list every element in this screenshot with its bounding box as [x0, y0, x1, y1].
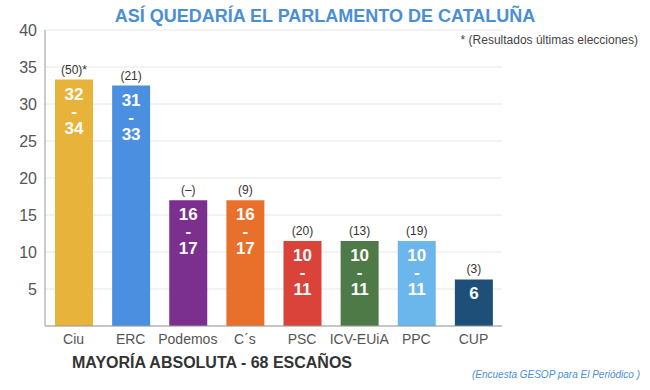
svg-text:PPC: PPC [402, 331, 431, 347]
svg-text:(3): (3) [467, 262, 482, 276]
html-text:(Encuesta GESOP para El Periód: (Encuesta GESOP para El Periódico ) [472, 369, 640, 380]
svg-text:31: 31 [121, 90, 141, 110]
svg-text:5: 5 [28, 281, 37, 298]
svg-text:(19): (19) [406, 224, 427, 238]
svg-text:10: 10 [407, 245, 427, 265]
svg-text:C´s: C´s [234, 331, 256, 347]
svg-text:40: 40 [19, 22, 37, 39]
svg-text:33: 33 [122, 125, 141, 144]
svg-text:ICV-EUiA: ICV-EUiA [330, 331, 390, 347]
svg-text:16: 16 [235, 205, 255, 225]
html-text:* (Resultados últimas eleccion: * (Resultados últimas elecciones) [460, 33, 638, 47]
svg-text:17: 17 [179, 239, 198, 258]
svg-text:ERC: ERC [116, 331, 146, 347]
svg-text:25: 25 [19, 133, 37, 150]
svg-text:11: 11 [294, 280, 312, 299]
svg-text:(50)*: (50)* [61, 63, 87, 77]
svg-text:Podemos: Podemos [158, 331, 217, 347]
svg-text:CUP: CUP [459, 331, 489, 347]
svg-text:(–): (–) [181, 183, 196, 197]
svg-text:10: 10 [293, 245, 312, 265]
svg-text:Ciu: Ciu [63, 331, 84, 347]
html-text:ASÍ QUEDARÍA EL PARLAMENTO DE: ASÍ QUEDARÍA EL PARLAMENTO DE CATALUÑA [114, 6, 536, 26]
svg-text:32: 32 [64, 84, 84, 104]
svg-text:PSC: PSC [288, 331, 317, 347]
svg-text:(20): (20) [292, 224, 313, 238]
svg-text:17: 17 [236, 239, 255, 258]
svg-text:34: 34 [65, 119, 84, 138]
svg-text:20: 20 [19, 170, 37, 187]
svg-text:15: 15 [19, 207, 37, 224]
svg-text:16: 16 [178, 205, 198, 225]
html-text:MAYORÍA ABSOLUTA - 68 ESCAÑOS: MAYORÍA ABSOLUTA - 68 ESCAÑOS [72, 354, 352, 371]
svg-text:(9): (9) [238, 183, 253, 197]
svg-text:11: 11 [351, 280, 369, 299]
svg-text:10: 10 [350, 245, 370, 265]
svg-text:30: 30 [19, 96, 37, 113]
svg-text:6: 6 [469, 284, 478, 303]
svg-text:(13): (13) [349, 224, 370, 238]
svg-text:11: 11 [408, 280, 426, 299]
svg-text:35: 35 [19, 59, 37, 76]
svg-text:(21): (21) [120, 69, 141, 83]
svg-text:10: 10 [19, 244, 37, 261]
